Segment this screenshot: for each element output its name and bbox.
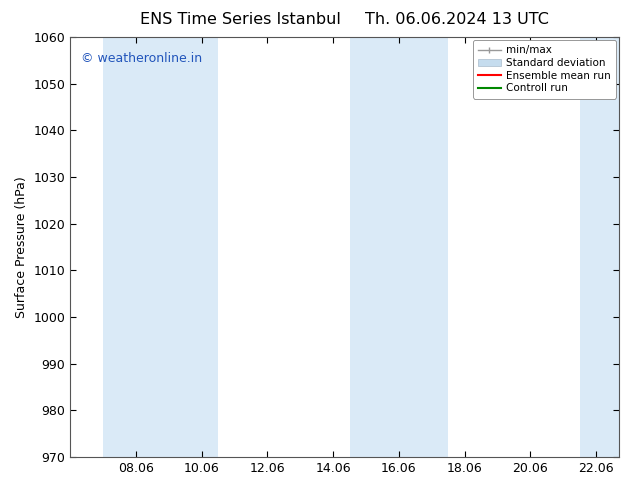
Text: Th. 06.06.2024 13 UTC: Th. 06.06.2024 13 UTC: [365, 12, 548, 27]
Text: © weatheronline.in: © weatheronline.in: [81, 52, 202, 65]
Y-axis label: Surface Pressure (hPa): Surface Pressure (hPa): [15, 176, 28, 318]
Text: ENS Time Series Istanbul: ENS Time Series Istanbul: [141, 12, 341, 27]
Bar: [103, 37, 218, 457]
Bar: [349, 37, 448, 457]
Legend: min/max, Standard deviation, Ensemble mean run, Controll run: min/max, Standard deviation, Ensemble me…: [472, 40, 616, 98]
Bar: [579, 37, 619, 457]
